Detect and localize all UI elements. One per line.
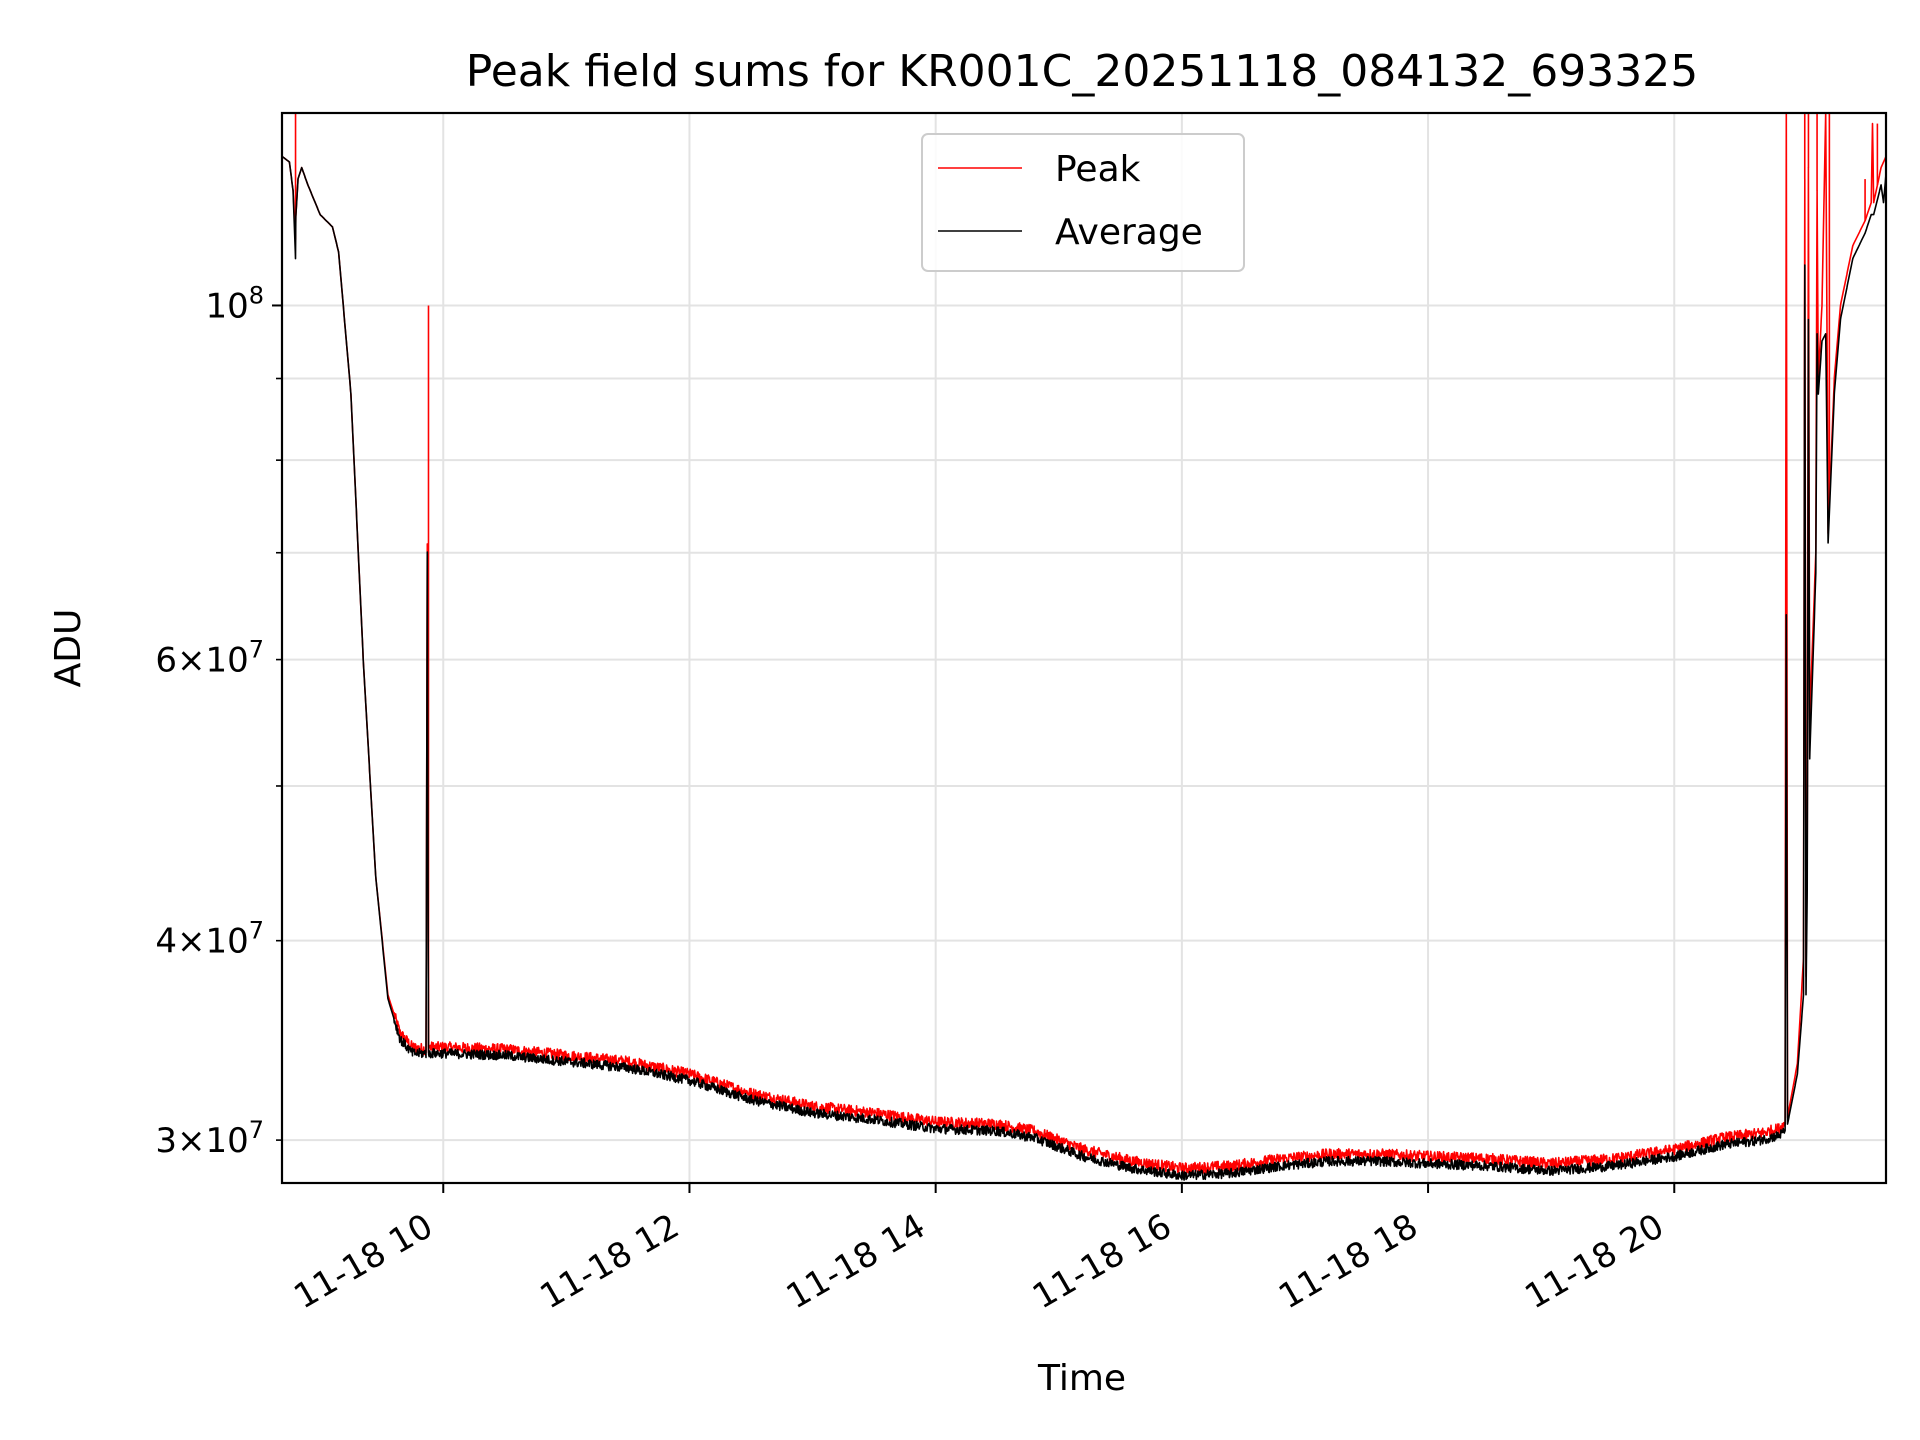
y-tick-times: × [177, 922, 206, 962]
series-peak-line [282, 113, 1886, 1175]
y-tick-exponent: 7 [249, 636, 264, 664]
y-tick-mantissa: 6 [155, 641, 177, 681]
x-axis-label: Time [1037, 1358, 1126, 1399]
y-tick-exponent: 8 [249, 281, 264, 309]
y-axis-label: ADU [48, 609, 89, 688]
series-average-line [282, 155, 1886, 1181]
y-tick-base: 10 [205, 286, 248, 326]
y-tick-base: 10 [205, 641, 248, 681]
y-tick-mantissa: 4 [155, 922, 177, 962]
grid-layer [282, 113, 1886, 1183]
series-layer [282, 113, 1886, 1181]
chart-title: Peak field sums for KR001C_20251118_0841… [466, 46, 1698, 97]
y-tick-exponent: 7 [249, 1116, 264, 1144]
y-tick-exponent: 7 [249, 917, 264, 945]
y-tick-times: × [177, 1121, 206, 1161]
legend: Peak Average [921, 133, 1245, 272]
legend-average-label: Average [1055, 212, 1203, 253]
y-minor-tick-label: 6×107 [155, 636, 264, 681]
y-tick-mantissa: 3 [155, 1121, 177, 1161]
y-tick-base: 10 [205, 1121, 248, 1161]
legend-peak-label: Peak [1055, 149, 1141, 190]
y-minor-tick-label: 4×107 [155, 917, 264, 962]
plot-area-frame [280, 111, 1888, 1185]
y-minor-tick-label: 3×107 [155, 1116, 264, 1161]
y-tick-base: 10 [205, 922, 248, 962]
y-tick-times: × [177, 641, 206, 681]
y-tick-label: 108 [205, 281, 264, 326]
